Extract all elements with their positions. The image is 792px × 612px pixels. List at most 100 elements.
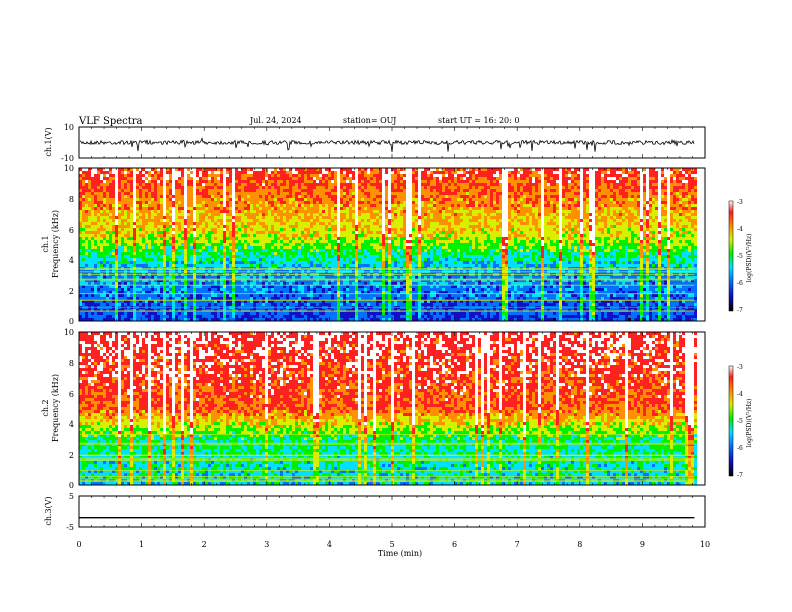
spectrogram-cell [145, 192, 148, 195]
spectrogram-cell [235, 291, 238, 294]
spectrogram-cell [328, 207, 331, 210]
spectrogram-cell [94, 219, 97, 222]
spectrogram-cell [271, 213, 274, 216]
spectrogram-cell [160, 210, 163, 213]
spectrogram-cell [136, 315, 139, 318]
spectrogram-cell [115, 312, 118, 315]
spectrogram-cell [118, 177, 121, 180]
spectrogram-cell [217, 177, 220, 180]
spectrogram-cell [97, 213, 100, 216]
spectrogram-cell [160, 261, 163, 264]
spectrogram-cell [310, 168, 313, 171]
spectrogram-cell [166, 222, 169, 225]
spectrogram-cell [214, 258, 217, 261]
spectrogram-cell [88, 180, 91, 183]
spectrogram-cell [340, 276, 343, 279]
spectrogram-cell [334, 213, 337, 216]
spectrogram-cell [352, 243, 355, 246]
spectrogram-cell [112, 168, 115, 171]
spectrogram-cell [274, 243, 277, 246]
spectrogram-cell [79, 204, 82, 207]
spectrogram-cell [358, 219, 361, 222]
spectrogram-cell [130, 282, 133, 285]
spectrogram-cell [325, 177, 328, 180]
spectrogram-cell [259, 252, 262, 255]
spectrogram-cell [229, 216, 232, 219]
spectrogram-cell [217, 201, 220, 204]
spectrogram-cell [118, 303, 121, 306]
spectrogram-cell [361, 288, 364, 291]
spectrogram-cell [163, 210, 166, 213]
spectrogram-cell [340, 261, 343, 264]
spectrogram-cell [232, 234, 235, 237]
spectrogram-cell [247, 246, 250, 249]
spectrogram-cell [322, 258, 325, 261]
spectrogram-cell [88, 213, 91, 216]
spectrogram-cell [118, 279, 121, 282]
spectrogram-cell [301, 243, 304, 246]
spectrogram-cell [82, 243, 85, 246]
spectrogram-cell [289, 198, 292, 201]
spectrogram-cell [292, 201, 295, 204]
spectrogram-cell [118, 300, 121, 303]
spectrogram-cell [229, 195, 232, 198]
spectrogram-cell [226, 243, 229, 246]
spectrogram-cell [283, 207, 286, 210]
spectrogram-cell [328, 303, 331, 306]
spectrogram-cell [235, 315, 238, 318]
spectrogram-cell [352, 285, 355, 288]
spectrogram-cell [205, 291, 208, 294]
spectrogram-cell [283, 279, 286, 282]
spectrogram-cell [349, 174, 352, 177]
spectrogram-cell [175, 276, 178, 279]
spectrogram-cell [223, 246, 226, 249]
spectrogram-cell [229, 201, 232, 204]
spectrogram-cell [340, 192, 343, 195]
spectrogram-cell [139, 237, 142, 240]
spectrogram-cell [325, 228, 328, 231]
spectrogram-cell [172, 210, 175, 213]
spectrogram-cell [310, 264, 313, 267]
spectrogram-cell [298, 180, 301, 183]
spectrogram-cell [85, 204, 88, 207]
spectrogram-cell [250, 249, 253, 252]
spectrogram-cell [349, 207, 352, 210]
spectrogram-cell [247, 249, 250, 252]
spectrogram-cell [343, 291, 346, 294]
spectrogram-cell [226, 249, 229, 252]
spectrogram-cell [178, 315, 181, 318]
spectrogram-cell [358, 201, 361, 204]
spectrogram-cell [298, 237, 301, 240]
spectrogram-cell [232, 213, 235, 216]
spectrogram-cell [217, 249, 220, 252]
spectrogram-cell [250, 207, 253, 210]
spectrogram-cell [178, 234, 181, 237]
spectrogram-cell [292, 216, 295, 219]
spectrogram-cell [352, 222, 355, 225]
spectrogram-cell [286, 249, 289, 252]
spectrogram-cell [361, 189, 364, 192]
spectrogram-cell [196, 240, 199, 243]
spectrogram-cell [169, 288, 172, 291]
spectrogram-cell [154, 186, 157, 189]
spectrogram-cell [130, 186, 133, 189]
spectrogram-cell [109, 285, 112, 288]
spectrogram-cell [286, 246, 289, 249]
spectrogram-cell [172, 186, 175, 189]
spectrogram-cell [325, 183, 328, 186]
spectrogram-cell [226, 177, 229, 180]
spectrogram-cell [292, 288, 295, 291]
spectrogram-cell [235, 171, 238, 174]
spectrogram-cell [292, 264, 295, 267]
spectrogram-cell [232, 216, 235, 219]
spectrogram-cell [259, 222, 262, 225]
spectrogram-cell [85, 207, 88, 210]
spectrogram-cell [301, 258, 304, 261]
spectrogram-cell [181, 210, 184, 213]
spectrogram-cell [253, 291, 256, 294]
spectrogram-cell [136, 300, 139, 303]
spectrogram-cell [361, 180, 364, 183]
spectrogram-cell [280, 195, 283, 198]
spectrogram-cell [166, 303, 169, 306]
spectrogram-cell [205, 192, 208, 195]
